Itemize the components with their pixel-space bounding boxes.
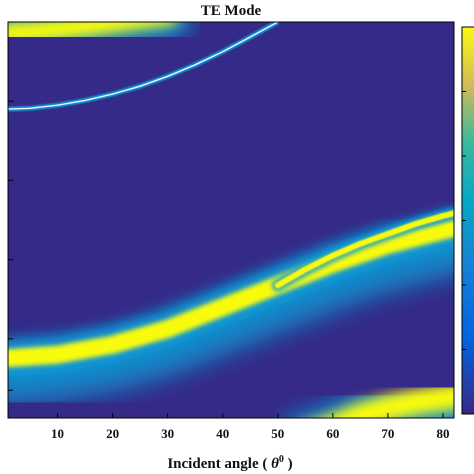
x-tick-label: 80 <box>436 426 449 441</box>
x-tick-label: 40 <box>216 426 229 441</box>
x-axis-label-prefix: Incident angle ( <box>167 456 271 472</box>
main-band-core <box>8 218 454 368</box>
chart-title: TE Mode <box>201 3 262 19</box>
thin-resonance-line <box>8 22 279 110</box>
x-tick-label: 10 <box>51 426 64 441</box>
heatmap-layer <box>8 22 454 418</box>
plot-frame <box>7 21 455 419</box>
double-branch-core <box>274 210 454 289</box>
y-axis-ticks <box>8 21 13 391</box>
x-tick-label: 20 <box>106 426 119 441</box>
x-axis-ticks: 10 20 30 40 50 60 70 80 <box>51 413 449 441</box>
x-axis-label-theta: θ <box>271 456 279 472</box>
x-tick-label: 50 <box>271 426 284 441</box>
x-axis-label-suffix: ) <box>284 456 293 472</box>
x-tick-label: 70 <box>381 426 394 441</box>
x-axis-label: Incident angle ( θ0 ) <box>167 454 292 472</box>
x-tick-label: 60 <box>326 426 339 441</box>
upper-left-band-core <box>8 22 176 45</box>
x-axis-label-sup: 0 <box>279 454 284 465</box>
x-tick-label: 30 <box>161 426 174 441</box>
colorbar-ticks <box>462 26 466 415</box>
lower-right-band-core <box>321 383 454 418</box>
